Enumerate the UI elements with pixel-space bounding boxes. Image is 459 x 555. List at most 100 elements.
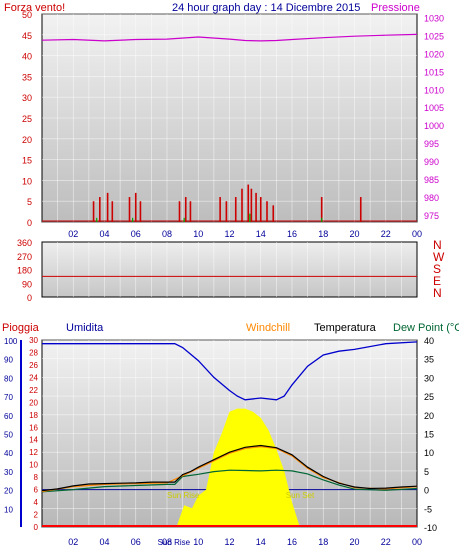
y-tick-humidity: 90 — [4, 356, 13, 365]
y-tick-temperature: 25 — [424, 392, 434, 402]
y-tick-temperature: 10 — [424, 448, 434, 458]
y-tick-wind: 40 — [22, 52, 32, 62]
y-tick-wind: 25 — [22, 114, 32, 124]
wind-speed-title: Forza vento! — [4, 2, 65, 14]
x-tick-bottom: 06 — [131, 537, 141, 547]
y-tick-rain: 14 — [29, 436, 38, 445]
direction-letter: N — [433, 286, 442, 300]
y-tick-humidity: 50 — [4, 431, 13, 440]
y-tick-pressure: 1005 — [424, 103, 444, 113]
y-tick-rain: 22 — [29, 386, 38, 395]
wind-speed-bar — [225, 201, 228, 222]
y-tick-temperature: 0 — [424, 486, 429, 496]
y-tick-wind: 50 — [22, 10, 32, 20]
wind-speed-bar — [134, 192, 137, 222]
wind-speed-bar — [92, 201, 95, 222]
y-tick-temperature: 40 — [424, 336, 434, 346]
y-tick-rain: 2 — [34, 511, 39, 520]
wind-gust-bar — [132, 217, 134, 222]
y-tick-pressure: 1020 — [424, 49, 444, 59]
wind-speed-bar — [247, 184, 250, 222]
wind-speed-bar — [234, 197, 237, 222]
y-tick-temperature: -5 — [424, 504, 432, 514]
y-tick-pressure: 1025 — [424, 32, 444, 42]
x-tick-top: 04 — [99, 229, 109, 239]
direction-letter: W — [433, 250, 445, 264]
y-tick-rain: 12 — [29, 448, 38, 457]
y-tick-wind: 20 — [22, 135, 32, 145]
y-tick-rain: 4 — [34, 498, 39, 507]
y-tick-humidity: 80 — [4, 374, 13, 383]
x-tick-top: 12 — [224, 229, 234, 239]
x-tick-bottom: 16 — [287, 537, 297, 547]
y-tick-rain: 0 — [34, 523, 39, 532]
y-tick-rain: 30 — [29, 336, 38, 345]
x-tick-bottom: 20 — [349, 537, 359, 547]
wind-gust-bar — [249, 213, 251, 222]
wind-speed-bar — [184, 197, 187, 222]
x-tick-top: 20 — [349, 229, 359, 239]
y-tick-humidity: 60 — [4, 412, 13, 421]
sunset-label: Sun Set — [286, 491, 315, 500]
direction-letter: N — [433, 238, 442, 252]
humidity-line — [42, 341, 418, 401]
y-tick-pressure: 980 — [424, 193, 439, 203]
wind-speed-bar — [250, 188, 253, 222]
humidity-title: Umidita — [66, 322, 104, 334]
y-tick-pressure: 985 — [424, 175, 439, 185]
y-tick-rain: 10 — [29, 461, 38, 470]
direction-letter: S — [433, 262, 441, 276]
x-tick-top: 10 — [193, 229, 203, 239]
y-tick-pressure: 990 — [424, 157, 439, 167]
x-tick-top: 22 — [381, 229, 391, 239]
wind-speed-bar — [255, 192, 257, 222]
pressure-title: Pressione — [371, 2, 420, 14]
wind-speed-bar — [139, 201, 142, 222]
y-tick-pressure: 1015 — [424, 67, 444, 77]
rain-title: Pioggia — [2, 322, 40, 334]
wind-speed-bar — [99, 197, 101, 222]
y-tick-rain: 20 — [29, 398, 38, 407]
y-tick-humidity: 10 — [4, 505, 13, 514]
wind-speed-bar — [241, 188, 243, 222]
x-tick-top: 02 — [68, 229, 78, 239]
wind-speed-bar — [259, 197, 262, 222]
y-tick-rain: 16 — [29, 423, 38, 432]
sunrise-axis-label: Sun Rise — [158, 538, 191, 547]
y-tick-humidity: 40 — [4, 449, 13, 458]
y-tick-wind: 45 — [22, 31, 32, 41]
x-tick-top: 08 — [162, 229, 172, 239]
y-tick-wind: 30 — [22, 93, 32, 103]
wind-speed-bar — [266, 201, 268, 222]
y-tick-wind: 0 — [27, 218, 32, 228]
y-tick-temperature: 20 — [424, 411, 434, 421]
y-tick-humidity: 20 — [4, 487, 13, 496]
wind-gust-bar — [321, 217, 323, 222]
y-tick-wind: 35 — [22, 72, 32, 82]
wind-gust-bar — [183, 217, 185, 222]
y-tick-pressure: 1030 — [424, 14, 444, 24]
sunrise-label: Sun Rise — [167, 491, 200, 500]
x-tick-top: 16 — [287, 229, 297, 239]
y-tick-pressure: 995 — [424, 139, 439, 149]
x-tick-bottom: 14 — [256, 537, 266, 547]
wind-speed-bar — [128, 197, 131, 222]
y-tick-direction: 0 — [27, 293, 32, 303]
y-tick-rain: 28 — [29, 348, 38, 357]
x-tick-top: 00 — [412, 229, 422, 239]
y-tick-temperature: 30 — [424, 373, 434, 383]
y-tick-pressure: 1000 — [424, 121, 444, 131]
x-tick-bottom: 02 — [68, 537, 78, 547]
chart-title: 24 hour graph day : 14 Dicembre 2015 — [172, 2, 360, 14]
temperature-line — [41, 444, 418, 492]
direction-letter: E — [433, 274, 441, 288]
wind-speed-bar — [111, 201, 114, 222]
wind-speed-bar — [359, 197, 362, 222]
y-tick-humidity: 100 — [4, 337, 18, 346]
y-tick-rain: 6 — [34, 486, 39, 495]
y-tick-direction: 90 — [22, 279, 32, 289]
x-tick-bottom: 04 — [99, 537, 109, 547]
dewpoint-title: Dew Point (°C — [393, 322, 459, 334]
x-tick-bottom: 12 — [224, 537, 234, 547]
